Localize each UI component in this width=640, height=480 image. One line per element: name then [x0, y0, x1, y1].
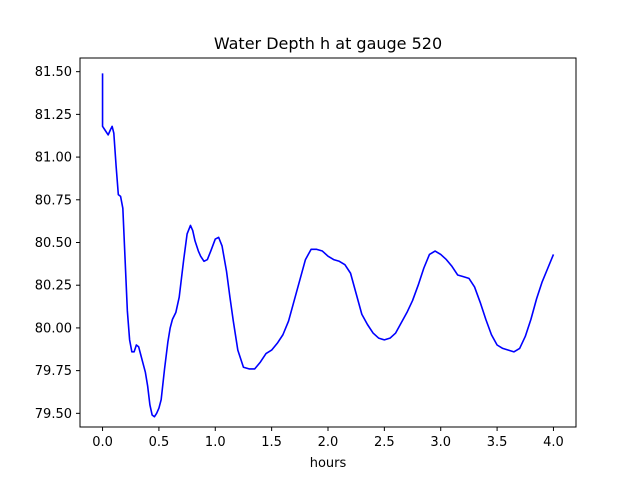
y-tick-label: 80.25	[35, 279, 72, 294]
x-tick-label: 3.0	[430, 435, 451, 450]
chart-title: Water Depth h at gauge 520	[214, 34, 442, 53]
y-tick-label: 81.25	[35, 108, 72, 123]
x-tick-label: 0.0	[92, 435, 113, 450]
y-tick-label: 79.75	[35, 364, 72, 379]
y-tick-label: 80.75	[35, 193, 72, 208]
plot-layer	[101, 73, 555, 418]
x-axis-label: hours	[310, 456, 347, 471]
y-tick-label: 81.00	[35, 151, 72, 166]
y-tick-label: 80.00	[35, 321, 72, 336]
x-tick-label: 1.5	[261, 435, 282, 450]
x-tick-label: 2.0	[318, 435, 339, 450]
y-tick-label: 79.50	[35, 407, 72, 422]
series-line-0	[101, 73, 555, 418]
x-tick-label: 2.5	[374, 435, 395, 450]
x-tick-label: 3.5	[487, 435, 508, 450]
x-tick-label: 4.0	[543, 435, 564, 450]
x-tick-label: 0.5	[149, 435, 170, 450]
x-tick-label: 1.0	[205, 435, 226, 450]
y-tick-label: 80.50	[35, 236, 72, 251]
y-axis-ticks: 79.50 79.75 80.00 80.25 80.50 80.75 81.00 81.25…	[35, 65, 80, 422]
x-axis-ticks: 0.0 0.5 1.0 1.5 2.0 2.5 3.0 3.5 4.0	[92, 427, 564, 450]
y-tick-label: 81.50	[35, 65, 72, 80]
